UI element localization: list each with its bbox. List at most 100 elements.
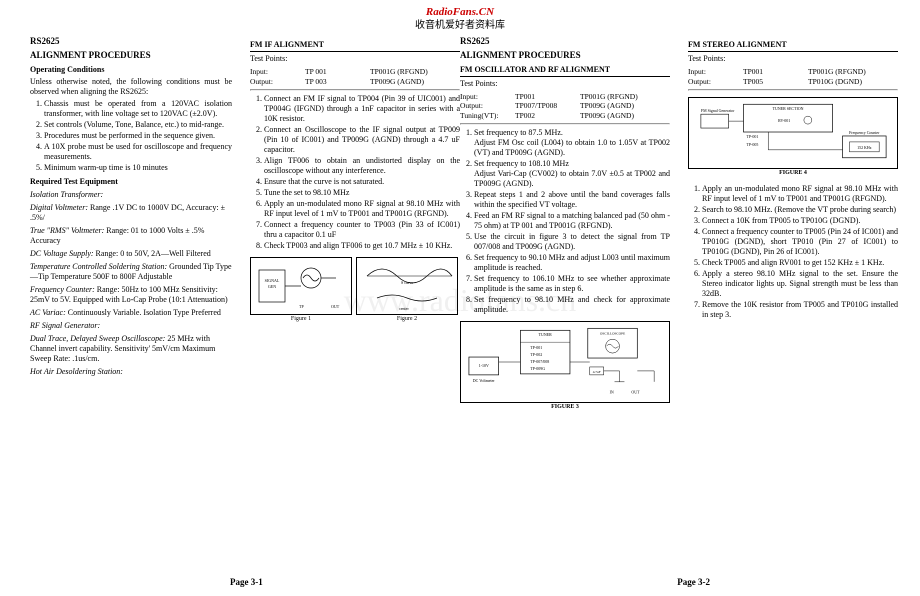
svg-text:DC Voltmeter: DC Voltmeter [473, 378, 496, 383]
svg-text:152 KHz: 152 KHz [857, 145, 872, 150]
fig1-label: Figure 1 [250, 316, 352, 324]
op-cond-list: Chassis must be operated from a 120VAC i… [44, 99, 232, 173]
equip-item: True "RMS" Voltmeter: Range: 01 to 1000 … [30, 226, 232, 246]
svg-text:center: center [399, 306, 409, 311]
list-item: Apply an un-modulated mono RF signal at … [264, 199, 460, 219]
svg-text:TUNER SECTION: TUNER SECTION [773, 106, 804, 111]
figure-1: SIGNAL GEN TP OUT [250, 257, 352, 315]
model-number: RS2625 [460, 36, 670, 47]
list-item: Set frequency to 106.10 MHz to see wheth… [474, 274, 670, 294]
op-cond-intro: Unless otherwise noted, the following co… [30, 77, 232, 97]
equip-item: Dual Trace, Delayed Sweep Oscilloscope: … [30, 334, 232, 364]
svg-text:TP: TP [299, 304, 304, 309]
list-item: Connect an FM IF signal to TP004 (Pin 39… [264, 94, 460, 124]
fig4-label: FIGURE 4 [688, 170, 898, 178]
equip-item: Hot Air Desoldering Station: [30, 367, 232, 377]
list-item: Search to 98.10 MHz. (Remove the VT prob… [702, 205, 898, 215]
fig3-label: FIGURE 3 [460, 404, 670, 412]
equip-item: AC Variac: Continuously Variable. Isolat… [30, 308, 232, 318]
equip-item: Isolation Transformer: [30, 190, 232, 200]
svg-text:SIGNAL: SIGNAL [265, 278, 280, 283]
svg-text:1-10V: 1-10V [479, 363, 489, 368]
figure-3: TUNER TP-001 TP-002 TP-007/008 TP-009G O… [460, 321, 670, 403]
list-item: Check TP003 and align TF006 to get 10.7 … [264, 241, 460, 251]
svg-text:TP-002: TP-002 [530, 352, 542, 357]
list-item: Tune the set to 98.10 MHz [264, 188, 460, 198]
list-item: A 10X probe must be used for oscilloscop… [44, 142, 232, 162]
equip-item: Digital Voltmeter: Range .1V DC to 1000V… [30, 203, 232, 223]
list-item: Feed an FM RF signal to a matching balan… [474, 211, 670, 231]
svg-text:RV-001: RV-001 [778, 118, 790, 123]
list-item: Set controls (Volume, Tone, Balance, etc… [44, 120, 232, 130]
page-num-right: Page 3-2 [677, 577, 710, 588]
svg-text:TUNER: TUNER [539, 332, 553, 337]
list-item: Apply an un-modulated mono RF signal at … [702, 184, 898, 204]
svg-text:S curve: S curve [401, 280, 413, 285]
figure-4: TUNER SECTION RV-001 FM Signal Generator… [688, 97, 898, 169]
list-item: Set frequency to 108.10 MHz Adjust Vari-… [474, 159, 670, 189]
svg-text:TP-005: TP-005 [746, 142, 758, 147]
tp-label: Test Points: [460, 79, 670, 89]
svg-text:TP-007/008: TP-007/008 [530, 359, 549, 364]
list-item: Set frequency to 87.5 MHz. Adjust FM Osc… [474, 128, 670, 158]
fmosc-tp-table: Input:TP001TP001G (RFGND) Output:TP007/T… [460, 92, 670, 120]
list-item: Minimum warm-up time is 10 minutes [44, 163, 232, 173]
list-item: Connect a 10K from TP005 to TP010G (DGND… [702, 216, 898, 226]
fmosc-title: FM OSCILLATOR AND RF ALIGNMENT [460, 65, 670, 77]
left-col-1: RS2625 ALIGNMENT PROCEDURES Operating Co… [30, 36, 232, 411]
equip-item: RF Signal Generator: [30, 321, 232, 331]
svg-text:TP-009G: TP-009G [530, 366, 545, 371]
equip-item: Temperature Controlled Soldering Station… [30, 262, 232, 282]
page-num-left: Page 3-1 [230, 577, 263, 588]
page-right: RS2625 ALIGNMENT PROCEDURES FM OSCILLATO… [460, 36, 890, 411]
page-left: RS2625 ALIGNMENT PROCEDURES Operating Co… [30, 36, 460, 411]
equip-label: Isolation Transformer: [30, 190, 103, 199]
equip-item: DC Voltage Supply: Range: 0 to 50V, 2A—W… [30, 249, 232, 259]
equip-label: RF Signal Generator: [30, 321, 100, 330]
left-col-2: FM IF ALIGNMENT Test Points: Input:TP 00… [250, 36, 460, 411]
list-item: Procedures must be performed in the sequ… [44, 131, 232, 141]
list-item: Apply a stereo 98.10 MHz signal to the s… [702, 269, 898, 299]
equip-label: Dual Trace, Delayed Sweep Oscilloscope: [30, 334, 165, 343]
equip-label: True "RMS" Voltmeter: [30, 226, 104, 235]
fmif-title: FM IF ALIGNMENT [250, 40, 460, 52]
equip-label: Digital Voltmeter: [30, 203, 88, 212]
list-item: Set frequency to 90.10 MHz and adjust L0… [474, 253, 670, 273]
tp-label: Test Points: [250, 54, 460, 64]
figure-2: S curve center [356, 257, 458, 315]
fmosc-steps: Set frequency to 87.5 MHz. Adjust FM Osc… [474, 128, 670, 315]
equip-label: Temperature Controlled Soldering Station… [30, 262, 167, 271]
list-item: Use the circuit in figure 3 to detect th… [474, 232, 670, 252]
list-item: Connect a frequency counter to TP005 (Pi… [702, 227, 898, 257]
site-subtitle: 收音机爱好者资料库 [0, 20, 920, 33]
list-item: Remove the 10K resistor from TP005 and T… [702, 300, 898, 320]
fmif-steps: Connect an FM IF signal to TP004 (Pin 39… [264, 94, 460, 251]
fmst-steps: Apply an un-modulated mono RF signal at … [702, 184, 898, 320]
svg-text:GEN: GEN [268, 284, 276, 289]
list-item: Connect a frequency counter to TP003 (Pi… [264, 220, 460, 240]
figure-1-wrap: SIGNAL GEN TP OUT Figure 1 [250, 257, 352, 324]
equip-label: Hot Air Desoldering Station: [30, 367, 123, 376]
list-item: Set frequency to 98.10 MHz and check for… [474, 295, 670, 315]
equip-text: Continuously Variable. Isolation Type Pr… [66, 308, 221, 317]
list-item: Repeat steps 1 and 2 above until the ban… [474, 190, 670, 210]
svg-text:OUT: OUT [331, 304, 340, 309]
fmif-tp-table: Input:TP 001TP001G (RFGND) Output:TP 003… [250, 67, 460, 86]
op-cond-title: Operating Conditions [30, 65, 232, 75]
equip-label: DC Voltage Supply: [30, 249, 94, 258]
fig2-label: Figure 2 [356, 316, 458, 324]
svg-text:4.7uF: 4.7uF [593, 370, 601, 374]
equip-label: Frequency Counter: [30, 285, 95, 294]
equip-item: Frequency Counter: Range: 50Hz to 100 MH… [30, 285, 232, 305]
svg-text:OSCILLOSCOPE: OSCILLOSCOPE [600, 331, 625, 335]
tp-label: Test Points: [688, 54, 898, 64]
svg-text:OUT: OUT [631, 390, 640, 395]
req-equip-title: Required Test Equipment [30, 177, 232, 187]
pages-container: RS2625 ALIGNMENT PROCEDURES Operating Co… [0, 32, 920, 411]
list-item: Chassis must be operated from a 120VAC i… [44, 99, 232, 119]
svg-text:IN: IN [610, 390, 614, 395]
page-header: RadioFans.CN 收音机爱好者资料库 [0, 0, 920, 32]
list-item: Check TP005 and align RV001 to get 152 K… [702, 258, 898, 268]
fmst-tp-table: Input:TP001TP001G (RFGND) Output:TP005TP… [688, 67, 898, 86]
right-col-1: RS2625 ALIGNMENT PROCEDURES FM OSCILLATO… [460, 36, 670, 411]
